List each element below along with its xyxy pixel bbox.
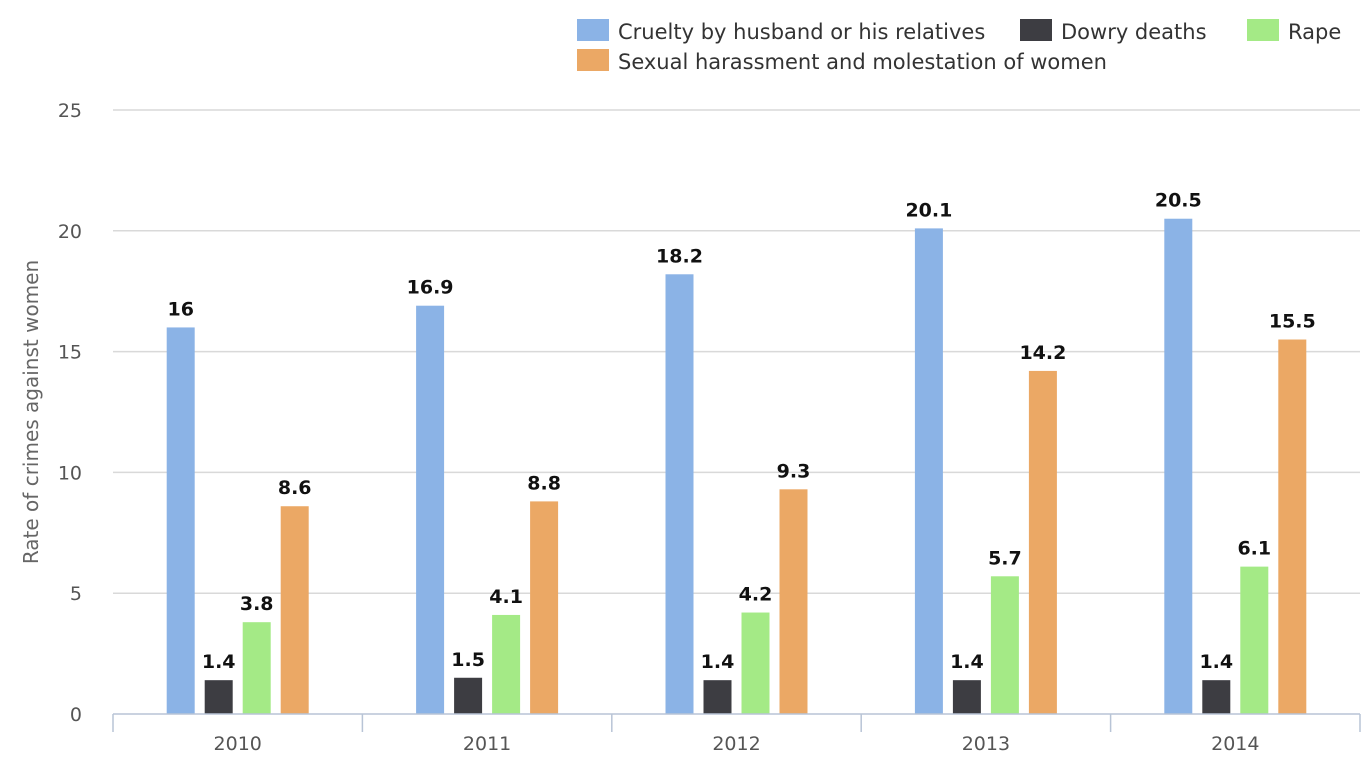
bar-2013-series-2 — [990, 576, 1019, 714]
legend-label: Cruelty by husband or his relatives — [618, 20, 985, 44]
legend: Cruelty by husband or his relatives Dowry… — [577, 19, 1341, 74]
data-label: 6.1 — [1237, 538, 1271, 560]
bar-2010-series-1 — [204, 680, 233, 714]
legend-swatch — [577, 19, 609, 41]
data-label: 4.1 — [489, 586, 523, 608]
data-label: 1.4 — [202, 651, 236, 673]
bar-2011-series-1 — [454, 677, 483, 714]
bar-2012-series-1 — [703, 680, 732, 714]
y-tick-label: 5 — [70, 583, 82, 605]
data-label: 1.5 — [451, 649, 485, 671]
bar-2013-series-1 — [952, 680, 981, 714]
x-tick-label: 2014 — [1211, 733, 1259, 755]
data-label: 1.4 — [950, 651, 984, 673]
data-labels: 16 16.9 18.2 20.1 20.5 1.4 1.5 1.4 1.4 1.4 3.8 4.1 4… — [167, 190, 1315, 673]
y-tick-label: 20 — [58, 221, 82, 243]
y-tick-label: 10 — [58, 462, 82, 484]
bar-2013-series-3 — [1028, 370, 1057, 714]
data-label: 8.6 — [278, 477, 312, 499]
bar-2011-series-0 — [416, 305, 445, 714]
data-label: 3.8 — [240, 593, 274, 615]
y-axis-title: Rate of crimes against women — [19, 260, 43, 564]
data-label: 1.4 — [701, 651, 735, 673]
bar-2014-series-3 — [1278, 339, 1307, 714]
bar-2014-series-1 — [1202, 680, 1231, 714]
data-label: 18.2 — [656, 245, 703, 267]
bar-2014-series-0 — [1164, 218, 1193, 714]
data-label: 5.7 — [988, 547, 1022, 569]
x-axis: 2010 2011 2012 2013 2014 — [112, 713, 1361, 755]
x-tick-label: 2012 — [712, 733, 760, 755]
x-tick-label: 2013 — [962, 733, 1010, 755]
y-axis-ticks: 0 5 10 15 20 25 — [58, 100, 82, 726]
y-tick-label: 25 — [58, 100, 82, 122]
data-label: 15.5 — [1269, 311, 1316, 333]
legend-item[interactable]: Cruelty by husband or his relatives — [577, 19, 985, 44]
bar-2012-series-0 — [665, 274, 694, 714]
bar-2010-series-0 — [166, 327, 195, 714]
bar-2010-series-2 — [242, 622, 271, 714]
data-label: 9.3 — [777, 460, 811, 482]
legend-item[interactable]: Sexual harassment and molestation of wom… — [577, 49, 1107, 74]
y-tick-label: 15 — [58, 342, 82, 364]
x-tick-label: 2011 — [463, 733, 511, 755]
legend-swatch — [1020, 19, 1052, 41]
legend-label: Sexual harassment and molestation of wom… — [618, 50, 1107, 74]
bar-2012-series-2 — [741, 612, 770, 714]
data-label: 20.1 — [905, 199, 952, 221]
data-label: 16.9 — [407, 277, 454, 299]
bar-2011-series-3 — [530, 501, 559, 714]
legend-label: Rape — [1288, 20, 1341, 44]
legend-swatch — [577, 49, 609, 71]
legend-swatch — [1247, 19, 1279, 41]
legend-label: Dowry deaths — [1061, 20, 1207, 44]
gridlines — [113, 109, 1360, 594]
bar-2014-series-2 — [1240, 566, 1269, 714]
legend-item[interactable]: Dowry deaths — [1020, 19, 1207, 44]
bar-2011-series-2 — [492, 614, 521, 714]
bar-2013-series-0 — [914, 228, 943, 714]
data-label: 20.5 — [1155, 190, 1202, 212]
y-tick-label: 0 — [70, 704, 82, 726]
bar-2012-series-3 — [779, 489, 808, 714]
data-label: 16 — [167, 298, 193, 320]
data-label: 14.2 — [1019, 342, 1066, 364]
data-label: 1.4 — [1199, 651, 1233, 673]
data-label: 8.8 — [527, 472, 561, 494]
bar-2010-series-3 — [280, 506, 309, 714]
bars — [166, 218, 1307, 714]
x-tick-label: 2010 — [214, 733, 262, 755]
data-label: 4.2 — [739, 584, 773, 606]
legend-item[interactable]: Rape — [1247, 19, 1341, 44]
